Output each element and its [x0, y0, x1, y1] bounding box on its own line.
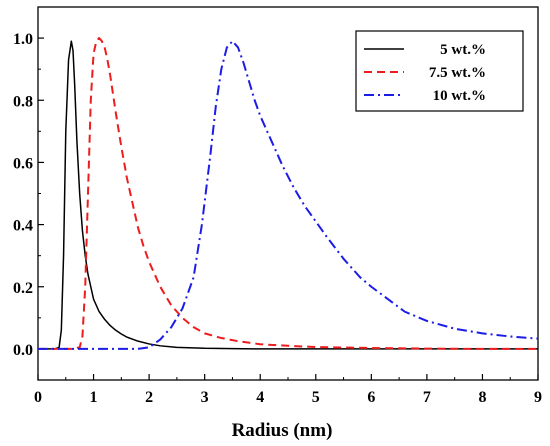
x-tick-label: 0: [34, 389, 42, 406]
legend-label-10wt: 10 wt.%: [433, 88, 486, 104]
series-line-2: [38, 37, 538, 350]
series-layer: [38, 37, 538, 350]
x-tick-label: 4: [256, 389, 264, 406]
series-line-1: [38, 40, 538, 350]
y-tick-label: 0.2: [13, 280, 33, 297]
x-tick-label: 8: [478, 389, 486, 406]
y-tick-label: 0.0: [13, 342, 33, 359]
y-axis-ticks: 0.0 0.2 0.4 0.6 0.8 1.0: [13, 6, 44, 381]
x-tick-label: 5: [312, 389, 320, 406]
x-tick-label: 3: [201, 389, 209, 406]
legend: 5 wt.% 7.5 wt.% 10 wt.%: [355, 30, 524, 112]
y-tick-label: 1.0: [13, 31, 33, 48]
legend-label-7-5wt: 7.5 wt.%: [429, 65, 486, 81]
x-tick-label: 9: [534, 389, 542, 406]
x-tick-label: 1: [90, 389, 98, 406]
x-tick-label: 6: [367, 389, 375, 406]
x-tick-label: 2: [145, 389, 153, 406]
series-line-3: [38, 40, 538, 350]
y-tick-label: 0.8: [13, 93, 33, 110]
x-tick-label: 7: [423, 389, 431, 406]
y-tick-label: 0.4: [13, 218, 33, 235]
y-tick-label: 0.6: [13, 155, 33, 172]
legend-label-5wt: 5 wt.%: [440, 42, 486, 58]
x-axis-ticks: 0 1 2 3 4 5 6 7 8 9: [34, 374, 542, 406]
x-axis-title: Radius (nm): [232, 420, 333, 441]
